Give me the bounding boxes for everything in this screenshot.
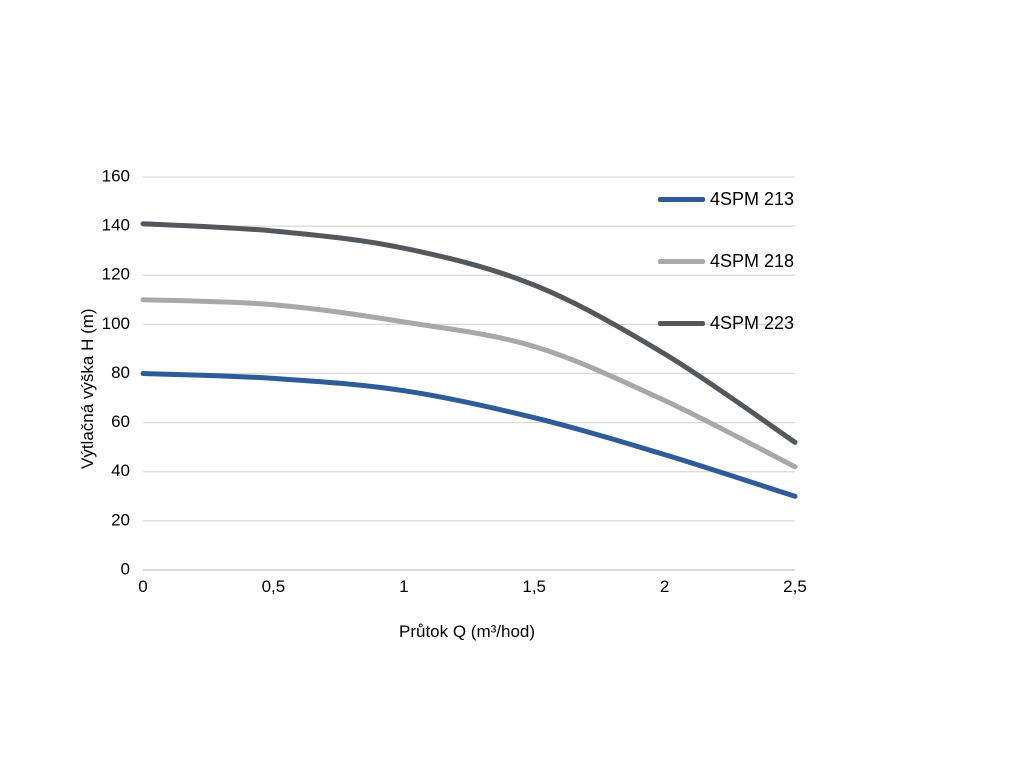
- x-tick-label: 0,5: [262, 577, 286, 596]
- legend-item-4spm-223: 4SPM 223: [658, 311, 794, 335]
- series-curve-4spm-223: [140, 221, 798, 445]
- y-tick-label: 120: [102, 265, 130, 284]
- y-tick-label: 40: [111, 461, 130, 480]
- legend-line-swatch: [658, 258, 705, 264]
- y-tick-label: 80: [111, 363, 130, 382]
- legend-line-swatch: [658, 320, 705, 326]
- x-tick-label: 2,5: [783, 577, 807, 596]
- x-tick-label: 0: [138, 577, 147, 596]
- y-tick-label: 20: [111, 510, 130, 529]
- legend-label: 4SPM 223: [710, 312, 795, 333]
- legend-item-4spm-218: 4SPM 218: [658, 249, 794, 273]
- x-tick-label: 2: [660, 577, 669, 596]
- series-curve-4spm-218: [140, 297, 798, 470]
- gridlines: [143, 176, 795, 571]
- legend-label: 4SPM 213: [710, 188, 795, 209]
- legend-line-swatch: [658, 196, 705, 202]
- y-tick-label: 0: [121, 559, 130, 578]
- series-curve-4spm-213: [140, 371, 798, 499]
- y-axis-tick-labels: 0 20 40 60 80 100 120 140 160: [102, 166, 130, 578]
- y-tick-label: 160: [102, 166, 130, 185]
- legend-item-4spm-213: 4SPM 213: [658, 187, 794, 211]
- x-tick-label: 1,5: [522, 577, 546, 596]
- y-tick-label: 140: [102, 216, 130, 235]
- x-tick-label: 1: [399, 577, 408, 596]
- legend-label: 4SPM 218: [710, 250, 795, 271]
- x-axis-title: Průtok Q (m³/hod): [399, 622, 536, 641]
- x-axis-tick-labels: 0 0,5 1 1,5 2 2,5: [138, 577, 807, 596]
- y-tick-label: 100: [102, 314, 130, 333]
- y-axis-title: Výtlačná výška H (m): [78, 307, 97, 469]
- y-tick-label: 60: [111, 412, 130, 431]
- series-curves: [140, 221, 798, 499]
